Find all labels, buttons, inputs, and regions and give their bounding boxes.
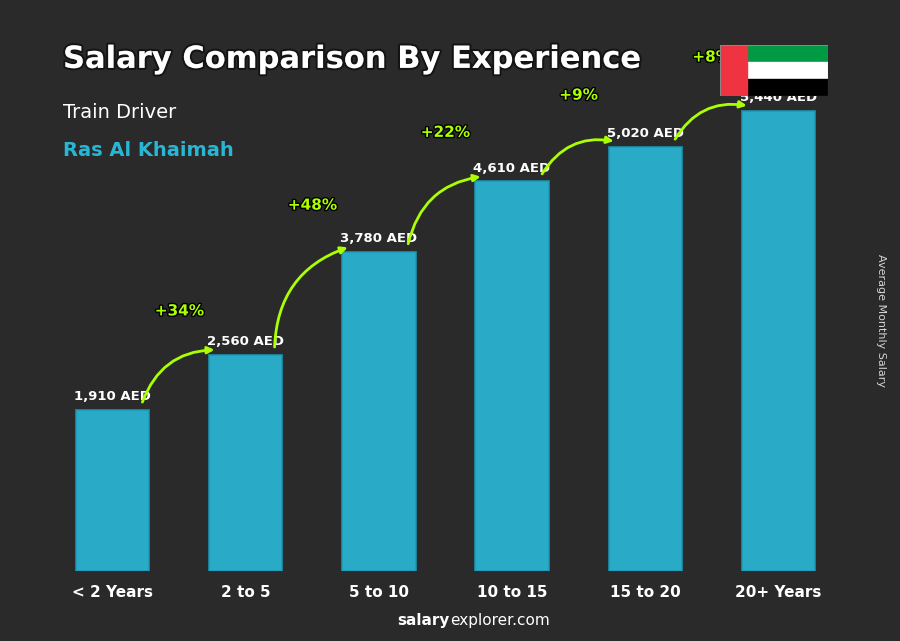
Text: 1,910 AED: 1,910 AED [75,390,151,403]
Text: 5,020 AED: 5,020 AED [607,127,684,140]
Text: explorer.com: explorer.com [450,613,550,628]
Text: +22%: +22% [421,125,470,140]
Text: 3,780 AED: 3,780 AED [340,232,418,245]
Text: salary: salary [398,613,450,628]
Bar [210,355,283,572]
Text: 4,610 AED: 4,610 AED [473,162,551,174]
Text: Average Monthly Salary: Average Monthly Salary [877,254,886,387]
Bar [608,147,681,572]
Bar [720,62,828,79]
Bar [720,79,828,96]
Bar [720,45,747,96]
Bar [76,410,149,572]
Bar [720,45,828,62]
Bar [475,181,549,572]
Text: +48%: +48% [288,197,338,213]
Text: 2,560 AED: 2,560 AED [207,335,284,348]
Text: Salary Comparison By Experience: Salary Comparison By Experience [63,45,639,74]
Text: +34%: +34% [155,303,204,319]
Text: 5,440 AED: 5,440 AED [740,91,816,104]
Text: Train Driver: Train Driver [63,103,176,122]
Text: Ras Al Khaimah: Ras Al Khaimah [63,141,234,160]
Text: +8%: +8% [692,49,731,65]
Bar [342,251,416,572]
Text: +9%: +9% [559,88,598,103]
Bar [742,111,814,572]
